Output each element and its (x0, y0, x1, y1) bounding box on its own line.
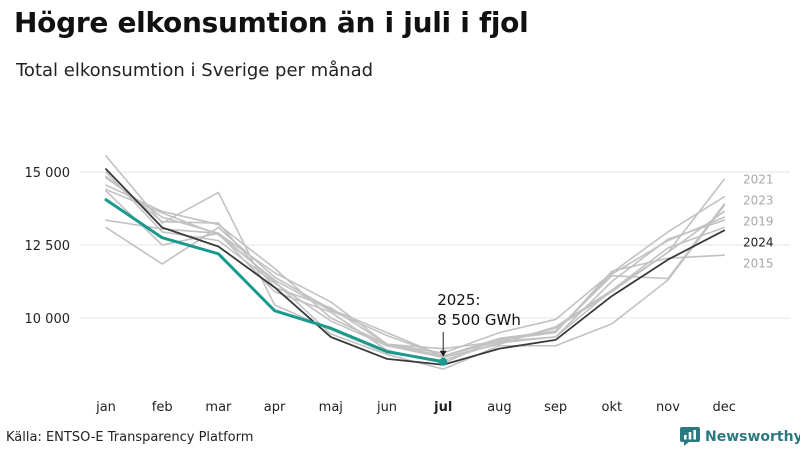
source-note: Källa: ENTSO-E Transparency Platform (6, 430, 253, 445)
annotation-year: 2025: (437, 291, 480, 309)
x-tick-label: nov (656, 400, 680, 415)
x-tick-label: aug (487, 400, 511, 415)
brand-name: Newsworthy (705, 429, 800, 445)
x-tick-label: jun (376, 400, 397, 415)
x-tick-label: feb (152, 400, 173, 415)
brand-logo[interactable]: Newsworthy (680, 427, 800, 446)
x-tick-label: apr (264, 400, 286, 415)
x-tick-label: okt (602, 400, 623, 415)
series-line-2016 (106, 190, 724, 356)
series-label-2021: 2021 (743, 172, 774, 186)
series-line-2021 (106, 172, 724, 357)
series-label-2019: 2019 (743, 214, 774, 228)
series-label-2015: 2015 (743, 256, 774, 270)
x-tick-label: dec (712, 400, 735, 415)
x-tick-label: maj (319, 400, 343, 415)
x-tick-label: mar (205, 400, 232, 415)
series-line-2022 (106, 191, 724, 369)
x-tick-label: sep (544, 400, 567, 415)
series-label-2024: 2024 (743, 235, 774, 249)
y-tick-label: 10 000 (25, 312, 71, 327)
x-tick-label: jul (433, 400, 452, 415)
series-line-2023 (106, 178, 724, 353)
y-tick-label: 12 500 (25, 239, 71, 254)
highlight-point (439, 358, 447, 366)
newsworthy-logo-icon (680, 427, 700, 446)
line-chart: 10 000 12 500 15 000 jan feb mar apr maj jun jul a… (0, 0, 800, 450)
series-label-2023: 2023 (743, 193, 774, 207)
annotation-value: 8 500 GWh (437, 311, 521, 329)
x-tick-label: jan (95, 400, 116, 415)
y-tick-label: 15 000 (25, 166, 71, 181)
